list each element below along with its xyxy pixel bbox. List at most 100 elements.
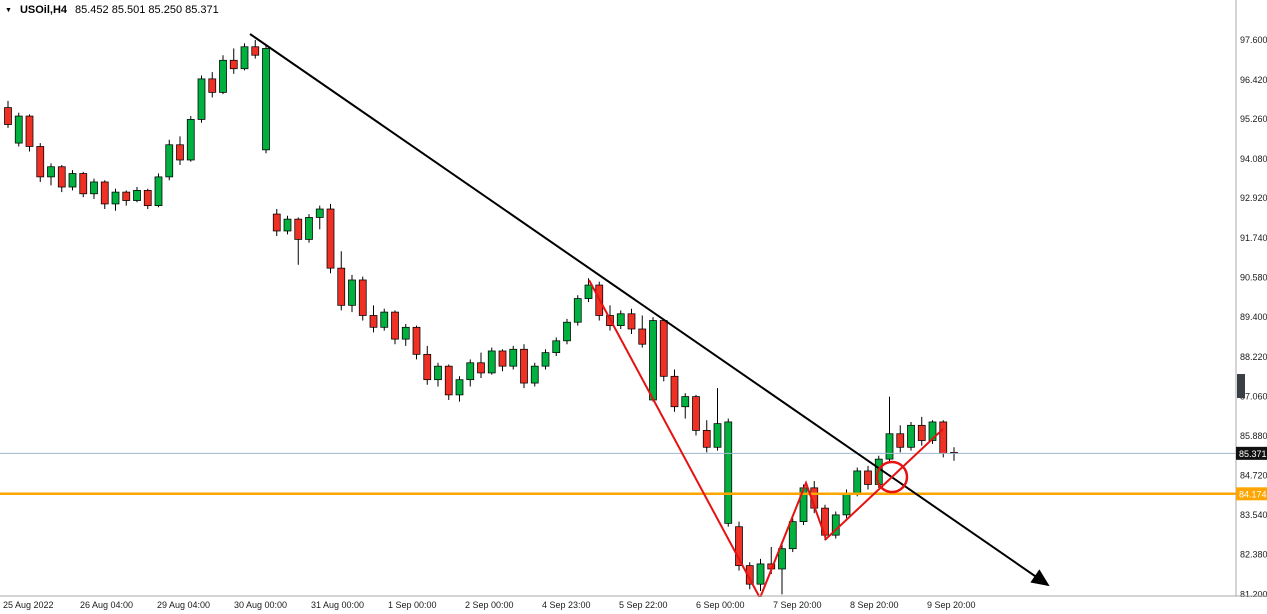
candle-body	[735, 526, 743, 566]
candle-body	[434, 365, 442, 381]
candle	[638, 315, 647, 348]
candle	[391, 310, 399, 345]
y-axis-label: 94.080	[1240, 154, 1267, 164]
candle-body	[864, 470, 872, 485]
candle-body	[369, 315, 378, 328]
trendline[interactable]	[249, 33, 1050, 587]
y-axis-label: 84.720	[1240, 470, 1267, 480]
candle-body	[68, 173, 77, 188]
candle	[4, 100, 12, 128]
candle-body	[907, 424, 915, 448]
candle-body	[928, 421, 937, 441]
candle-body	[186, 119, 195, 161]
x-axis-label: 8 Sep 20:00	[850, 600, 899, 610]
candle	[573, 295, 582, 326]
candle	[670, 369, 679, 412]
candle	[68, 170, 77, 191]
candle-body	[692, 396, 700, 431]
symbol-info-bar: ▼ USOil,H4 85.452 85.501 85.250 85.371	[5, 4, 219, 16]
candle	[939, 420, 948, 458]
candle-body	[358, 279, 367, 316]
candle-body	[788, 521, 797, 550]
price-tag	[1236, 446, 1267, 460]
price-tag-label: 84.174	[1239, 489, 1267, 499]
candle	[520, 344, 528, 389]
candle-body	[391, 311, 399, 340]
candle	[455, 376, 464, 402]
pattern-zigzag-line[interactable]	[588, 279, 944, 601]
candle-body	[487, 350, 496, 374]
candle	[735, 521, 743, 571]
candle-body	[229, 59, 238, 70]
symbol-label: USOil,H4	[19, 4, 68, 16]
candle-body	[885, 433, 894, 460]
y-axis-label: 82.380	[1240, 549, 1267, 559]
candle-body	[36, 146, 45, 178]
candle	[896, 425, 905, 453]
candle-body	[659, 320, 668, 377]
candle	[627, 308, 636, 335]
price-axis-area[interactable]	[1237, 0, 1267, 614]
candle	[186, 116, 195, 162]
x-axis-label: 30 Aug 00:00	[234, 600, 287, 610]
candle-body	[143, 190, 152, 206]
x-axis-label: 6 Sep 00:00	[696, 600, 745, 610]
candle-body	[713, 423, 722, 448]
candle	[79, 171, 88, 198]
candle-body	[681, 396, 690, 408]
y-axis-label: 91.740	[1240, 233, 1267, 243]
candle-body	[401, 326, 410, 340]
candle-body	[702, 430, 711, 448]
candle	[262, 45, 270, 154]
candle	[788, 518, 797, 553]
candle	[724, 418, 733, 527]
candle-body	[240, 46, 249, 70]
candle-body	[896, 433, 905, 448]
candle	[713, 388, 722, 451]
y-axis-label: 81.200	[1240, 589, 1267, 599]
candle-body	[638, 328, 647, 345]
candle-body	[348, 279, 356, 306]
candle	[831, 511, 840, 539]
y-axis-label: 83.540	[1240, 510, 1267, 520]
candle	[47, 163, 55, 186]
candle-body	[520, 348, 528, 384]
candle-body	[294, 218, 303, 240]
candle-body	[122, 191, 131, 201]
candle-body	[79, 173, 88, 195]
candle-body	[326, 208, 335, 269]
candle	[143, 188, 152, 209]
candle-body	[670, 375, 679, 408]
highlight-circle[interactable]	[875, 460, 909, 494]
candle	[530, 362, 539, 387]
candle	[369, 305, 378, 333]
candle-body	[25, 115, 34, 147]
time-axis-area[interactable]	[0, 597, 1267, 614]
x-axis-label: 2 Sep 00:00	[465, 600, 514, 610]
candle	[692, 394, 700, 436]
x-axis-label: 31 Aug 00:00	[311, 600, 364, 610]
candle	[176, 136, 184, 166]
x-axis-label: 9 Sep 20:00	[927, 600, 976, 610]
symbol-dropdown-icon[interactable]: ▼	[5, 6, 12, 14]
candle-body	[176, 144, 184, 161]
candle	[358, 276, 367, 321]
candle	[36, 143, 45, 182]
candle-body	[649, 320, 657, 401]
candle-body	[584, 284, 593, 299]
candle-body	[262, 48, 270, 151]
y-axis-label: 87.060	[1240, 391, 1267, 401]
candle	[283, 215, 292, 235]
y-axis-label: 97.600	[1240, 35, 1267, 45]
candle-body	[616, 313, 625, 326]
y-axis-label: 92.920	[1240, 193, 1267, 203]
candle	[25, 114, 34, 152]
candle-body	[47, 166, 55, 178]
y-axis-label: 90.580	[1240, 272, 1267, 282]
candle-body	[939, 421, 948, 454]
ohlc-values: 85.452 85.501 85.250 85.371	[75, 4, 219, 16]
candle-body	[315, 208, 324, 218]
candle	[907, 421, 915, 451]
candle	[57, 165, 66, 193]
